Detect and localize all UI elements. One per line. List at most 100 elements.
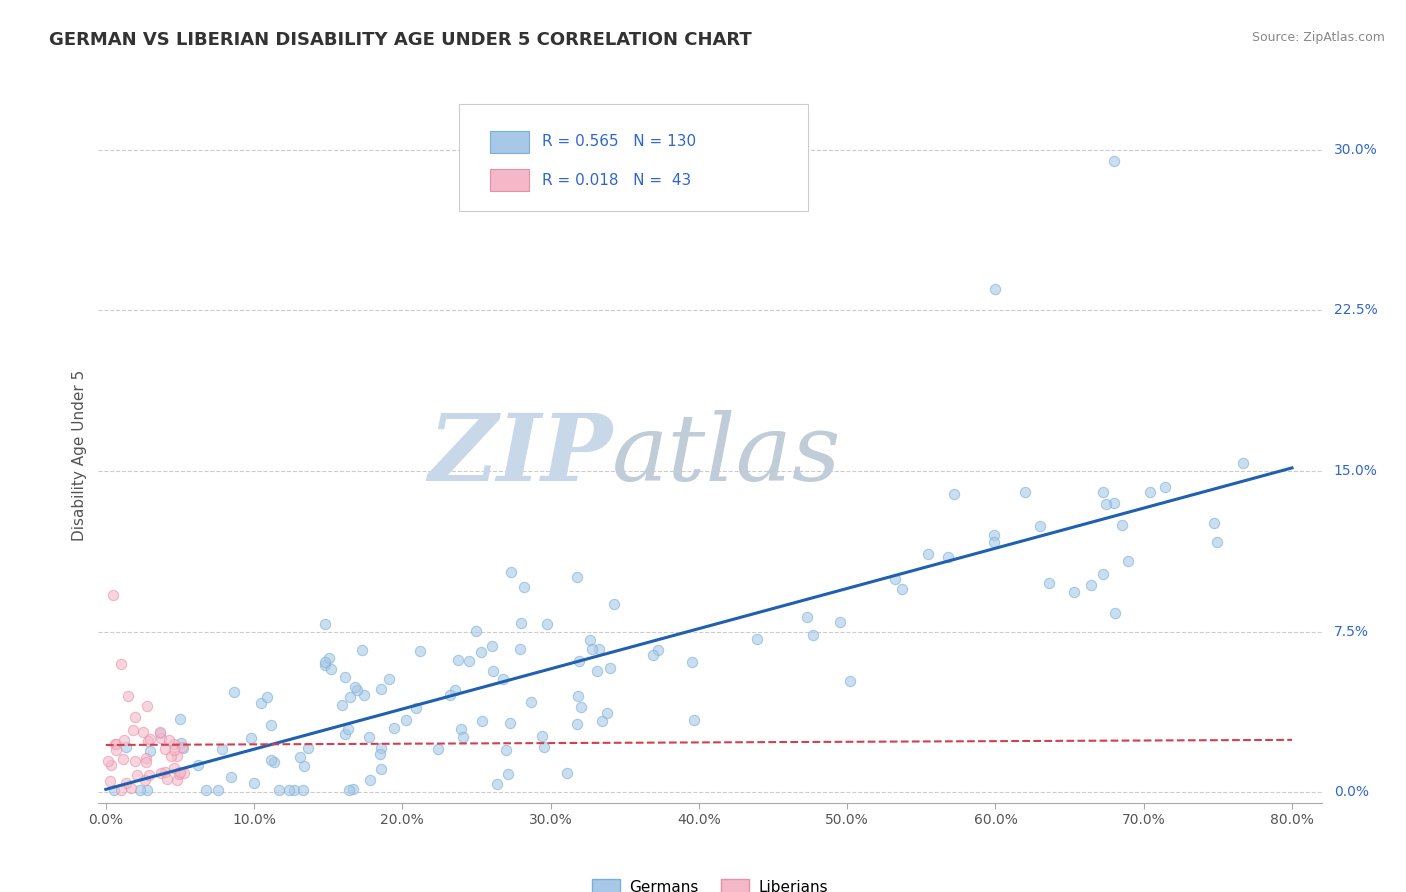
Point [395,713,418,727]
Point [426,741,449,756]
Point [839,674,862,689]
Point [159,749,181,764]
Point [332,698,354,712]
Point [149,726,172,740]
Point [1063,584,1085,599]
Point [682,714,704,728]
Point [149,731,172,746]
Y-axis label: Disability Age Under 5: Disability Age Under 5 [72,369,87,541]
Point [382,721,405,735]
Point [136,783,159,797]
Point [167,767,190,781]
Point [1102,153,1125,168]
Point [283,783,305,797]
Point [567,690,589,704]
Point [166,773,188,788]
Point [104,737,127,751]
Point [112,732,135,747]
Point [357,730,380,744]
Point [170,736,193,750]
Point [359,772,381,787]
Point [602,597,624,611]
Point [520,695,543,709]
Point [581,642,603,657]
Point [269,783,291,797]
Point [156,772,179,786]
Point [337,783,360,797]
Point [124,754,146,768]
Point [121,723,143,737]
Point [830,615,852,629]
Point [339,690,361,705]
Point [983,534,1005,549]
Point [1038,575,1060,590]
Point [260,754,283,768]
Text: atlas: atlas [612,410,842,500]
Point [117,689,139,703]
Point [132,725,155,739]
Point [342,781,364,796]
Point [263,755,285,769]
Text: Source: ZipAtlas.com: Source: ZipAtlas.com [1251,31,1385,45]
Point [509,615,531,630]
Point [444,683,467,698]
Point [172,740,194,755]
Point [343,680,366,694]
FancyBboxPatch shape [460,103,808,211]
Point [169,712,191,726]
Point [333,670,356,684]
Point [745,632,768,646]
Point [641,648,664,662]
Point [169,765,191,780]
Point [555,766,578,780]
Point [439,689,461,703]
Point [318,650,340,665]
Point [110,782,132,797]
Text: R = 0.018   N =  43: R = 0.018 N = 43 [543,172,692,187]
Point [578,632,600,647]
Point [513,580,536,594]
Point [599,661,621,675]
Point [153,742,176,756]
Point [297,740,319,755]
Point [346,682,368,697]
Point [353,688,375,702]
Point [409,644,432,658]
Point [1153,480,1175,494]
Point [647,643,669,657]
Point [194,783,217,797]
Point [1091,485,1114,500]
Point [249,696,271,710]
Point [110,657,132,671]
Point [983,528,1005,542]
Point [585,665,607,679]
Point [470,645,492,659]
Point [498,766,520,780]
Point [447,653,470,667]
Point [884,572,907,586]
Point [891,582,914,596]
Point [105,743,128,757]
Point [588,641,610,656]
Text: 15.0%: 15.0% [1334,464,1378,478]
Point [1014,485,1036,500]
Point [135,751,157,765]
Text: 22.5%: 22.5% [1334,303,1378,318]
Point [290,750,312,764]
Point [481,640,503,654]
Point [370,762,392,776]
Point [681,656,703,670]
Point [501,566,523,580]
Point [292,759,315,773]
Point [567,717,589,731]
Point [486,777,509,791]
Point [1116,554,1139,568]
Point [219,770,242,784]
Legend: Germans, Liberians: Germans, Liberians [586,873,834,892]
Point [943,487,966,501]
Point [111,752,134,766]
Point [1205,535,1227,549]
Point [1029,519,1052,533]
Point [1204,516,1226,530]
Point [103,783,125,797]
